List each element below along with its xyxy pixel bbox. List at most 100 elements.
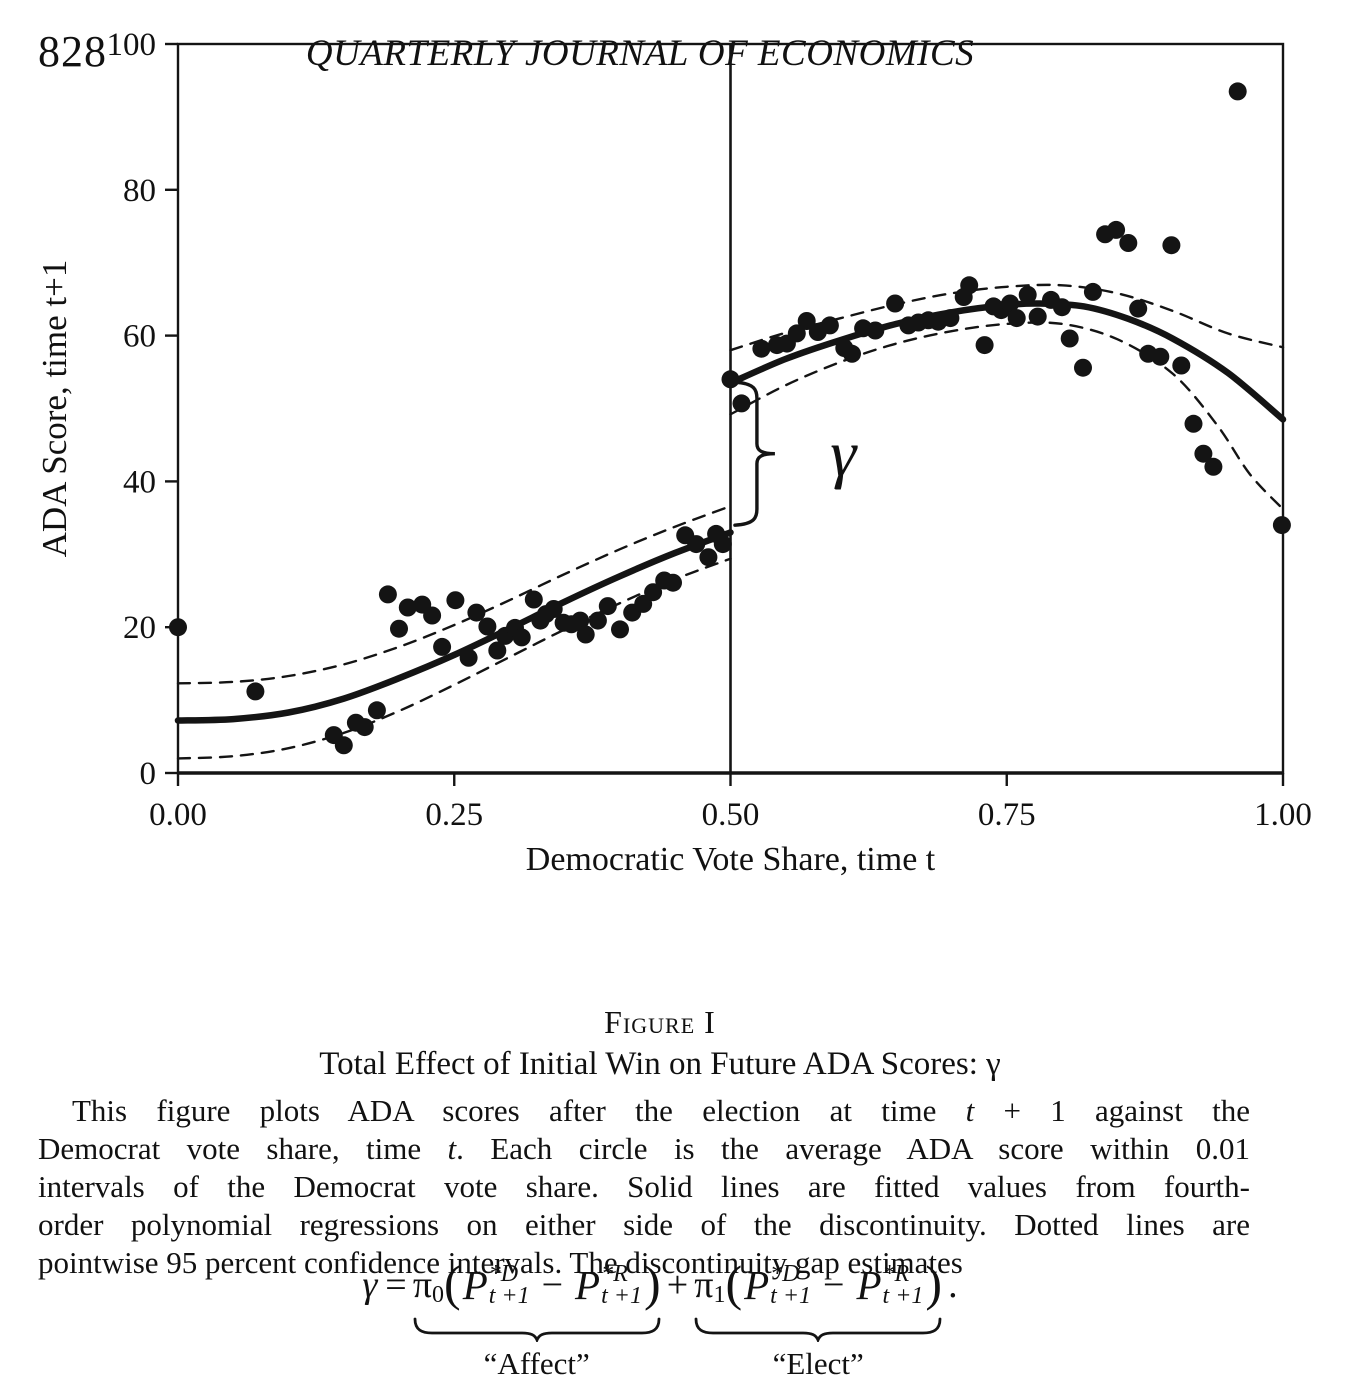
data-point [378, 585, 397, 604]
rd-scatter-chart: 0 20 40 60 80 100 0.00 0.25 0.50 0.75 1.00 ADA Scor… [35, 27, 1312, 878]
underbrace-affect [413, 1317, 661, 1342]
equation-plus: + [666, 1264, 689, 1306]
p-term-democrat: P *D t +1 [463, 1261, 530, 1309]
data-point [732, 394, 751, 413]
data-point [699, 548, 718, 567]
subscript-t-plus-1: t +1 [882, 1283, 924, 1309]
x-tick-label: 1.00 [1254, 797, 1312, 833]
y-tick-label: 0 [140, 756, 157, 792]
p-supsub: *D t +1 [770, 1261, 812, 1309]
data-point [488, 641, 507, 660]
data-point [1119, 234, 1138, 252]
data-point [1162, 236, 1181, 255]
data-point [1184, 414, 1203, 433]
data-point [960, 276, 979, 295]
p-supsub: *R t +1 [601, 1261, 642, 1308]
y-tick-label: 60 [123, 319, 156, 355]
data-point [576, 625, 595, 644]
data-point [664, 573, 682, 592]
data-point [611, 620, 629, 639]
y-tick-label: 100 [107, 27, 157, 63]
superscript-star-r: *R [601, 1261, 628, 1287]
data-point [797, 312, 816, 330]
ci-lower-left [176, 557, 732, 760]
data-point [588, 611, 607, 630]
superscript-star-r: *R [882, 1261, 910, 1287]
ci-upper-left [176, 505, 732, 685]
data-point [544, 600, 563, 618]
data-point [752, 339, 771, 358]
data-point [1172, 356, 1191, 375]
underbrace-path [413, 1317, 661, 1342]
data-point [1074, 358, 1092, 377]
close-paren: ) [643, 1255, 661, 1311]
x-tick-label: 0.00 [149, 797, 207, 833]
data-point [886, 294, 905, 313]
data-point [1194, 444, 1213, 463]
p-symbol: P [856, 1262, 882, 1308]
figure-note-line: This figure plots ADA scores after the e… [72, 1093, 1250, 1128]
data-point [367, 701, 386, 720]
data-point [843, 344, 861, 363]
underbrace-path [694, 1317, 942, 1342]
data-point [1018, 285, 1037, 304]
gamma-annotation: γ [830, 418, 858, 491]
affect-label: “Affect” [483, 1346, 590, 1381]
ci-upper-right [729, 283, 1285, 352]
superscript-star-d: *D [770, 1261, 800, 1287]
close-paren: ) [925, 1255, 943, 1311]
x-axis-title: Democratic Vote Share, time t [526, 841, 936, 878]
open-paren: ( [725, 1255, 743, 1311]
data-point [1053, 298, 1071, 317]
data-point [334, 736, 353, 755]
p-symbol: P [575, 1262, 601, 1308]
data-point [787, 324, 806, 343]
y-tick-label: 80 [123, 173, 156, 209]
data-point [355, 718, 374, 737]
pi-symbol: π [412, 1264, 433, 1306]
subscript-t-plus-1: t +1 [488, 1283, 530, 1309]
page-number: 828 [38, 27, 107, 76]
data-point [1060, 329, 1079, 348]
journal-title: QUARTERLY JOURNAL OF ECONOMICS [305, 33, 975, 74]
figure-note-line: intervals of the Democrat vote share. So… [38, 1169, 1250, 1204]
x-tick-label: 0.75 [978, 797, 1036, 833]
data-point [571, 611, 590, 630]
data-point [866, 321, 885, 340]
data-point [524, 590, 543, 609]
figure-note: This figure plots ADA scores after the e… [38, 1092, 1250, 1282]
pi-subscript: 1 [713, 1281, 726, 1308]
data-point [1204, 457, 1223, 476]
underbrace-elect [694, 1317, 942, 1342]
minus-sign: − [823, 1264, 845, 1306]
p-term-republican: P *R t +1 [575, 1261, 642, 1309]
p-supsub: *R t +1 [882, 1261, 924, 1309]
x-tick-label: 0.50 [702, 797, 760, 833]
data-point [478, 617, 497, 636]
data-point [246, 682, 265, 701]
open-paren: ( [444, 1255, 461, 1311]
data-point [820, 316, 839, 335]
pi-subscript: 0 [432, 1281, 445, 1308]
figure-label: Figure I [604, 1004, 716, 1040]
fit-left [174, 529, 734, 724]
data-point [398, 598, 417, 617]
data-point [975, 336, 994, 355]
data-point [713, 535, 732, 554]
data-point [1007, 309, 1026, 328]
y-tick-label: 20 [123, 610, 156, 646]
data-point [467, 603, 486, 622]
data-point [1151, 347, 1170, 366]
subscript-t-plus-1: t +1 [770, 1283, 812, 1309]
data-point [423, 606, 442, 625]
p-symbol: P [744, 1262, 770, 1308]
equation-equals: = [385, 1264, 407, 1306]
figure-note-line: pointwise 95 percent confidence interval… [38, 1245, 963, 1280]
data-point [1228, 82, 1247, 101]
